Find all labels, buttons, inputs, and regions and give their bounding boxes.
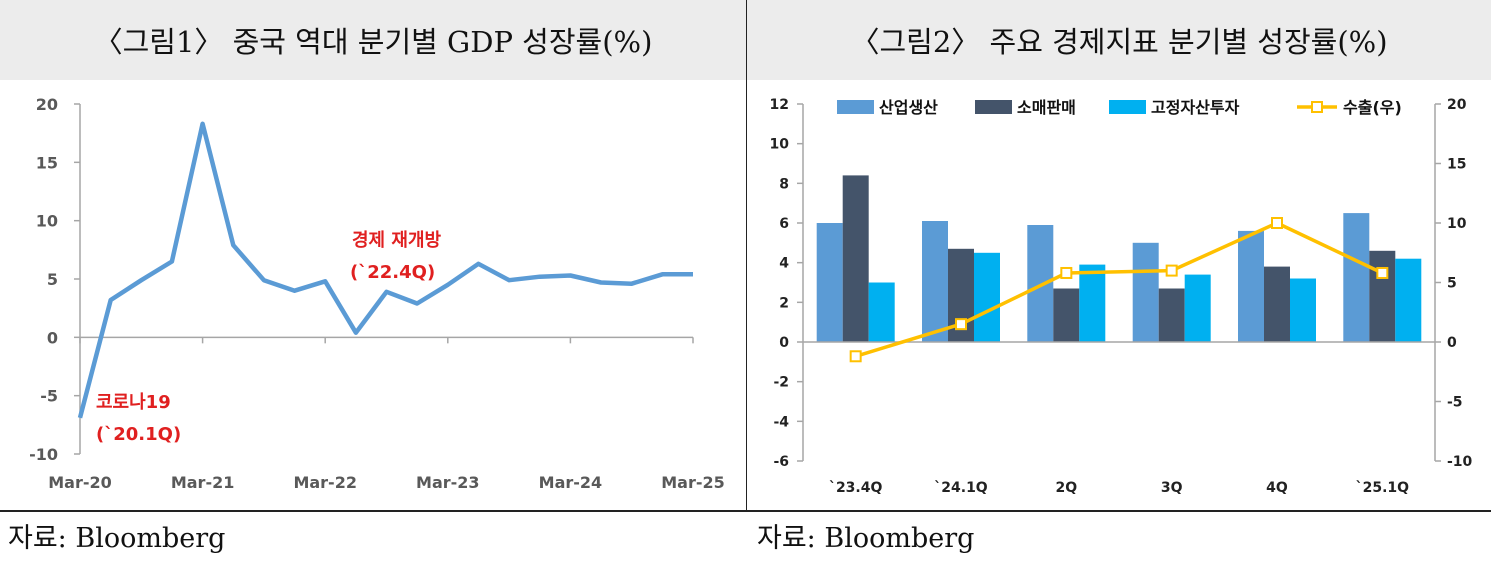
x-tick-label: Mar-23 [416,473,480,492]
x-tick-label: Mar-20 [48,473,112,492]
gdp-growth-line [77,121,693,419]
x-tick-label: 3Q [1161,480,1183,496]
y-tick-label-left: 10 [770,137,790,153]
y-tick-label: -5 [40,387,58,406]
bar-산업생산 [1343,213,1370,342]
bar-고정자산투자 [1184,274,1211,342]
export-marker [1060,266,1073,279]
y-tick-label: 10 [36,212,58,231]
gdp-line-chart: -10 -5 0 5 10 15 20 Mar-20 Mar-21 Mar-22 Mar-23 Mar… [29,95,725,492]
chart-title-indicators: 〈그림2〉 주요 경제지표 분기별 성장률(%) [747,0,1491,80]
bar-산업생산 [922,221,948,342]
y-tick-label: 15 [36,153,58,172]
annotation-covid-date: (`20.1Q) [96,424,181,445]
chart-title-gdp: 〈그림1〉 중국 역대 분기별 GDP 성장률(%) [0,0,746,80]
x-tick-label: Mar-22 [293,473,357,492]
bar-고정자산투자 [974,252,1000,343]
bar-소매판매 [842,175,869,342]
x-tick-label: 4Q [1266,480,1288,496]
bottom-rule [0,510,1491,512]
y-tick-label-right: 20 [1447,97,1467,113]
export-marker [1376,266,1389,279]
bar-소매판매 [1264,266,1290,342]
panel-divider [746,0,747,510]
y-tick-label-right: -10 [1447,454,1473,470]
bar-산업생산 [816,223,843,342]
bar-소매판매 [1158,288,1185,342]
export-line [855,221,1384,358]
legend-swatch-고정자산투자 [1109,100,1146,114]
y-tick-label: 5 [47,270,58,289]
indicator-chart-panel: 〈그림2〉 주요 경제지표 분기별 성장률(%) -6 -4 -2 0 2 4 6 8 10 12… [747,0,1491,568]
bar-고정자산투자 [868,282,895,342]
bar-산업생산 [1132,242,1159,342]
bar-산업생산 [1238,230,1264,342]
gdp-chart-panel: 〈그림1〉 중국 역대 분기별 GDP 성장률(%) -10 -5 0 5 10 15 20… [0,0,746,492]
x-tick-label: `24.1Q [934,480,988,496]
y-tick-label: -10 [29,445,58,464]
bar-고정자산투자 [1079,264,1106,342]
y-tick-label: 20 [36,95,58,114]
source-note-left: 자료: Bloomberg [8,523,226,554]
legend-label-산업생산: 산업생산 [879,98,938,117]
legend-label-소매판매: 소매판매 [1017,98,1076,117]
export-marker [955,318,967,331]
bar-소매판매 [1369,250,1396,342]
annotation-reopening: 경제 재개방 [352,230,442,251]
y-tick-label-left: 12 [770,97,789,113]
y-tick-label-left: 6 [779,216,789,232]
legend-marker-수출(우) [1311,101,1323,113]
y-tick-label-left: -6 [773,454,789,470]
source-note-right: 자료: Bloomberg [757,523,975,554]
legend-swatch-소매판매 [975,100,1012,114]
x-tick-label: Mar-25 [661,473,725,492]
export-marker [1165,264,1178,277]
export-marker [849,350,862,363]
x-tick-label: `25.1Q [1356,480,1410,496]
x-tick-label: `23.4Q [829,480,883,496]
y-tick-label-right: -5 [1447,395,1463,411]
x-tick-label: 2Q [1056,480,1078,496]
bar-고정자산투자 [1290,278,1316,342]
y-tick-label: 0 [47,328,58,347]
y-tick-label-right: 10 [1447,216,1467,232]
indicator-bar-chart: -6 -4 -2 0 2 4 6 8 10 12 -10 -5 0 5 10 15 20 `23.4Q `24.1Q… [770,97,1473,496]
legend-swatch-산업생산 [837,100,874,114]
annotation-reopening-date: (`22.4Q) [350,262,435,283]
y-tick-label-right: 5 [1447,276,1457,292]
y-tick-label-left: -2 [773,375,789,391]
y-tick-label-right: 15 [1447,157,1466,173]
y-tick-label-left: -4 [773,414,789,430]
legend-label-고정자산투자: 고정자산투자 [1151,98,1240,117]
y-tick-label-left: 4 [779,256,789,272]
x-tick-label: Mar-24 [539,473,603,492]
y-tick-label-left: 8 [779,176,789,192]
export-marker [1271,217,1283,229]
x-tick-label: Mar-21 [171,473,235,492]
annotation-covid: 코로나19 [96,392,171,413]
legend-label-수출(우): 수출(우) [1343,98,1402,117]
y-tick-label-left: 2 [779,295,789,311]
y-tick-label-right: 0 [1447,335,1457,351]
bar-고정자산투자 [1395,258,1422,342]
bar-산업생산 [1027,225,1054,342]
bar-소매판매 [1053,288,1080,342]
y-tick-label-left: 0 [779,335,789,351]
